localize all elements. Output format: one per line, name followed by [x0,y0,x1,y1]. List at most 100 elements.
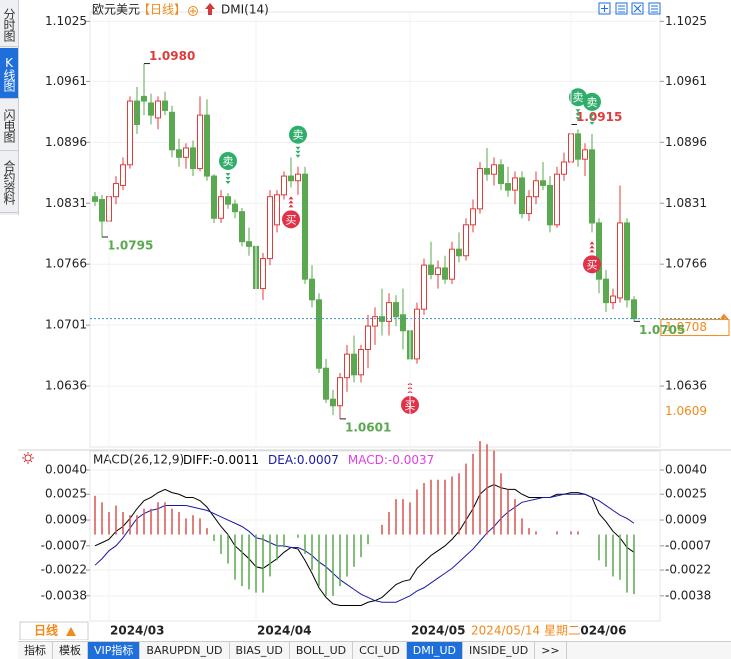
signal-badge [569,88,587,107]
indicator-tab[interactable]: BIAS_UD [230,642,290,659]
candle-body [491,164,497,175]
signal-badge [282,210,300,229]
y-tick-label: 0.0040 [45,463,87,477]
indicator-tab[interactable]: CCI_UD [353,642,407,659]
candle-body [176,149,182,158]
candle-body [330,398,336,407]
candle-body [204,114,210,177]
sell-signal: 卖 [223,155,234,168]
tool-icon[interactable] [615,2,628,15]
buy-signal: 买 [587,258,598,271]
period-button-arrow [66,627,76,636]
signal-arrow [295,150,301,154]
candle-body [428,264,434,275]
y-tick-label: 1.0766 [45,257,87,271]
candle-body [323,367,329,400]
indicator-tab[interactable]: BOLL_UD [290,642,354,659]
period: 【日线】 [138,3,186,17]
sidebar-tab[interactable]: K线图 [0,48,18,99]
candle-body [211,175,217,219]
candle-body [470,208,476,226]
indicator-tab[interactable]: >> [535,642,567,659]
candle-body [610,295,616,304]
indicator-icon [205,3,215,15]
signal-arrow [589,121,595,125]
toolbar-icons [598,2,661,15]
y-tick-label: 0.0025 [665,487,707,501]
y-tick-label: 0.0025 [45,487,87,501]
candle-body [295,173,301,182]
annotation-label: 1.0601 [345,420,391,434]
signal-arrow [575,117,581,121]
candle-body [400,314,406,332]
indicator-tab[interactable]: VIP指标 [88,642,141,659]
y-tick-label: -0.0038 [665,588,711,602]
annotation-label: 1.0980 [149,49,195,63]
candle-body [442,267,448,280]
last-price-box [660,319,730,337]
candle-body [141,95,147,102]
signal-arrow [225,176,231,180]
period-button-label[interactable]: 日线 [34,623,58,638]
tool-icon[interactable] [631,2,644,15]
last-price-label: 1.0708 [665,320,707,334]
candle-body [309,278,315,301]
candle-body [239,211,245,243]
candle-body [155,100,161,119]
tool-icon[interactable] [648,2,661,15]
y-tick-label: 1.0961 [45,74,87,88]
y-tick-label: 1.0896 [45,135,87,149]
annotation-label: 1.0915 [576,110,622,124]
macd-readouts: DIFF:-0.0011 DEA:0.0007 MACD:-0.0037 [183,453,434,467]
y-tick-label: 1.0701 [45,318,87,332]
candle-body [554,173,560,226]
signal-arrow [288,200,294,204]
candle-body [449,248,455,280]
candle-body [232,203,238,213]
macd-title: MACD(26,12,9) [93,453,184,467]
sidebar-tab[interactable]: 合约资料 [0,152,18,213]
indicator-tab[interactable]: BARUPDN_UD [140,642,230,659]
readout-value: -0.0037 [388,453,434,467]
candle-body [148,102,154,116]
candle-body [134,100,140,125]
indicator-tab[interactable]: 模板 [53,642,88,659]
candle-body [372,316,378,327]
candle-body [386,302,392,322]
candle-body [526,196,532,215]
macd-line [94,493,635,603]
add-icon[interactable] [188,6,198,16]
indicator-tab[interactable]: DMI_UD [406,642,464,659]
candle-body [414,308,420,360]
sidebar-tab[interactable]: 分时图 [0,2,18,47]
indicator-tab[interactable]: 指标 [18,642,53,659]
candle-body [365,325,371,350]
tool-icon[interactable] [598,2,611,15]
y-tick-label: 0.0009 [665,513,707,527]
x-tick-label: 2024/03 [110,624,164,638]
candle-body [603,278,609,304]
candle-body [197,114,203,170]
x-tick-label: 2024/05 [411,624,465,638]
candle-body [624,222,630,301]
readout-label: MACD: [348,453,388,467]
candle-body [92,196,98,202]
candle-body [169,111,175,151]
candle-body [631,299,637,320]
signal-arrow [295,154,301,158]
readout-value: 0.0007 [297,453,339,467]
signal-arrow [589,241,595,245]
crosshair-date-box [469,623,579,639]
sun-icon-core [24,454,32,462]
signal-arrow [225,172,231,176]
chart-title: 欧元美元 [92,3,140,17]
candle-body [561,161,567,175]
indicator-tab[interactable]: INSIDE_UD [463,642,536,659]
candle-body [344,353,350,379]
candle-body [358,349,364,376]
candle-body [575,133,581,160]
sidebar-tab[interactable]: 闪电图 [0,100,18,151]
candle-body [288,175,294,182]
candle-body [456,248,462,257]
